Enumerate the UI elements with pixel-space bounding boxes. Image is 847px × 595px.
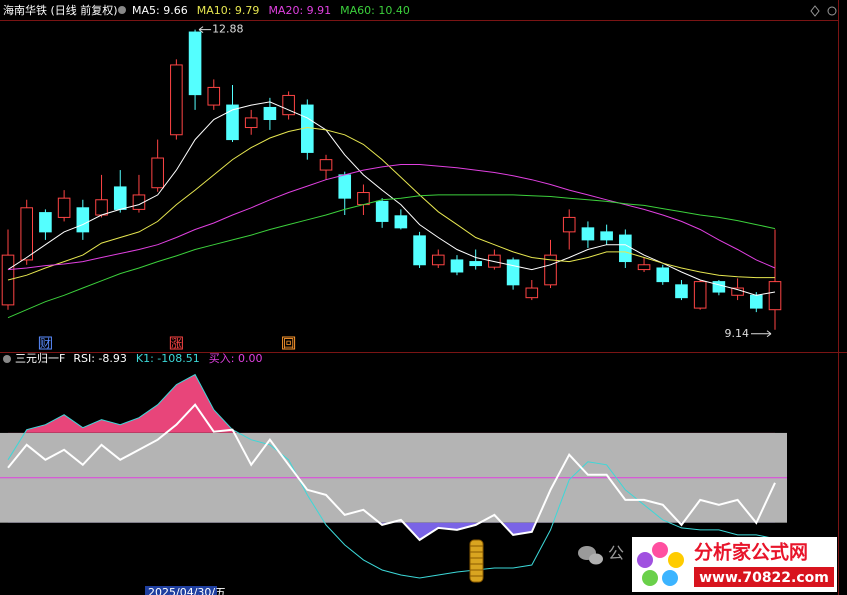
legend-entry: MA60: 10.40 [340, 4, 410, 17]
candle-body [20, 207, 34, 261]
candle-body [413, 235, 426, 266]
candle-body [431, 254, 445, 266]
candle-body [768, 281, 782, 311]
buy-signal-icon [469, 539, 484, 583]
candle-body [581, 227, 595, 241]
arrow-head [766, 330, 772, 338]
candle-body [693, 281, 707, 309]
candle-body [188, 31, 202, 96]
cursor-date-box [145, 586, 217, 595]
candle-body [712, 281, 726, 293]
legend-entry: RSI: -8.93 [73, 352, 127, 365]
candle-body [1, 254, 15, 306]
ma-line [7, 164, 776, 271]
event-label: 财 [40, 336, 51, 350]
ma-line [7, 126, 775, 281]
low-label: 9.14 [725, 327, 750, 340]
candle-body [226, 104, 239, 141]
candle-body [544, 254, 557, 286]
arrow-head [198, 26, 204, 34]
candle-body [113, 186, 127, 210]
logo-petal [662, 570, 678, 586]
candle-body [469, 261, 482, 267]
candle-body [95, 199, 108, 216]
plot-layer: 财 涨 回 12.88 9.14 [0, 23, 787, 579]
candle-body [244, 117, 258, 129]
candle-body [562, 216, 576, 233]
candle-body [338, 174, 352, 199]
candle-body [506, 259, 520, 286]
candle-body [375, 200, 389, 222]
candle-body [263, 106, 277, 121]
logo-petal [668, 552, 684, 568]
candle-body [207, 86, 221, 106]
wechat-badge: 公 [578, 544, 624, 565]
indicator-line [7, 403, 776, 542]
candle-body [39, 212, 52, 233]
indicator-title: 三元归一F [15, 351, 65, 365]
candle-body [57, 197, 71, 218]
legend-entry: MA10: 9.79 [197, 4, 260, 17]
event-label: 涨 [171, 337, 182, 350]
candle-body [600, 231, 613, 241]
event-box [282, 336, 296, 350]
legend-entry: MA20: 9.91 [268, 4, 331, 17]
event-box [169, 336, 183, 350]
indicator-line [7, 373, 776, 579]
logo-petal [652, 542, 668, 558]
candle-body [170, 64, 183, 136]
candle-body [525, 287, 539, 299]
candle-body [637, 264, 651, 271]
overbought-area [24, 374, 239, 433]
logo-title: 分析家公式网 [694, 541, 808, 564]
site-logo: 分析家公式网 www.70822.com [632, 537, 837, 592]
candle-body [151, 157, 164, 189]
candle-body [656, 267, 670, 283]
legend-entry: K1: -108.51 [136, 352, 200, 365]
logo-url-box [694, 567, 834, 587]
candle-body [319, 159, 333, 171]
chart-title: 海南华铁 (日线 前复权) [3, 3, 118, 17]
candle-body [394, 215, 408, 229]
candle-body [357, 192, 370, 206]
high-label: 12.88 [212, 23, 244, 36]
candle-body [675, 284, 688, 299]
ma-line [7, 194, 776, 319]
menu-icon[interactable] [3, 355, 11, 363]
legend-entry: MA5: 9.66 [132, 4, 188, 17]
wechat-icon [589, 553, 603, 565]
logo-center [654, 559, 666, 571]
menu-icon[interactable] [118, 6, 126, 14]
candle-body [619, 234, 632, 263]
settings-icon[interactable] [827, 6, 837, 16]
logo-petal [637, 552, 653, 568]
expand-icon[interactable] [810, 5, 820, 17]
event-label: 回 [283, 337, 294, 350]
candle-body [749, 294, 763, 309]
legend-entry: 买入: 0.00 [209, 352, 263, 365]
coin-stack [469, 539, 484, 583]
ma-line [7, 101, 776, 296]
logo-petal [642, 570, 658, 586]
event-box [38, 336, 52, 350]
logo-url: www.70822.com [699, 570, 829, 586]
candle-body [450, 259, 464, 273]
wechat-text: 公 [608, 544, 624, 563]
cursor-date: 2025/04/30/五 [148, 586, 226, 595]
candle-body [282, 94, 295, 116]
candle-body [76, 207, 90, 233]
